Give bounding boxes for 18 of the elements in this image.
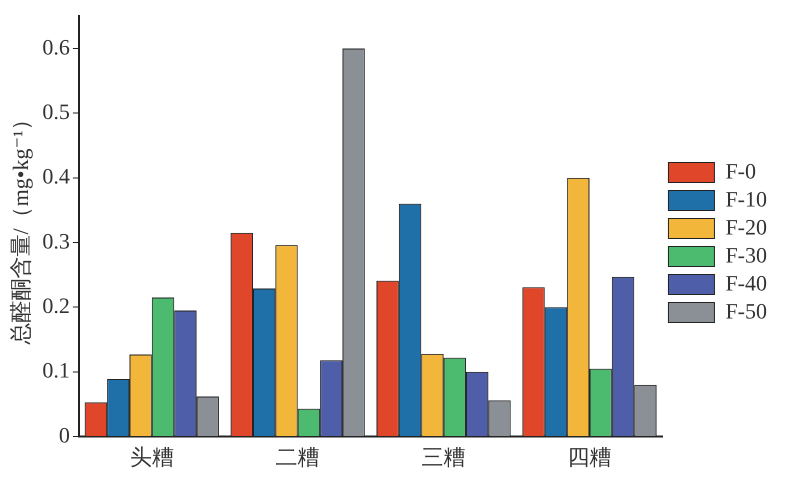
- y-tick-label: 0.1: [42, 358, 70, 383]
- y-tick-label: 0.6: [42, 34, 70, 60]
- x-tick-label: 四糟: [567, 444, 612, 470]
- legend-label: F-0: [725, 158, 756, 184]
- legend-label: F-10: [725, 186, 767, 212]
- legend-label: F-50: [725, 298, 767, 324]
- x-tick-label: 三糟: [422, 444, 466, 470]
- y-tick-label: 0.5: [42, 98, 70, 124]
- y-tick-label: 0.2: [42, 293, 70, 318]
- y-axis-title: 总醛酮含量/（mg•kg⁻¹）: [8, 108, 33, 346]
- legend-label: F-20: [725, 214, 767, 240]
- x-tick-label: 头糟: [130, 444, 174, 470]
- x-tick-label: 二糟: [276, 444, 320, 470]
- y-tick-label: 0.4: [42, 164, 70, 189]
- y-tick-label: 0: [58, 422, 70, 448]
- legend-label: F-40: [725, 270, 767, 296]
- legend-label: F-30: [725, 242, 767, 268]
- y-tick-label: 0.3: [42, 228, 70, 254]
